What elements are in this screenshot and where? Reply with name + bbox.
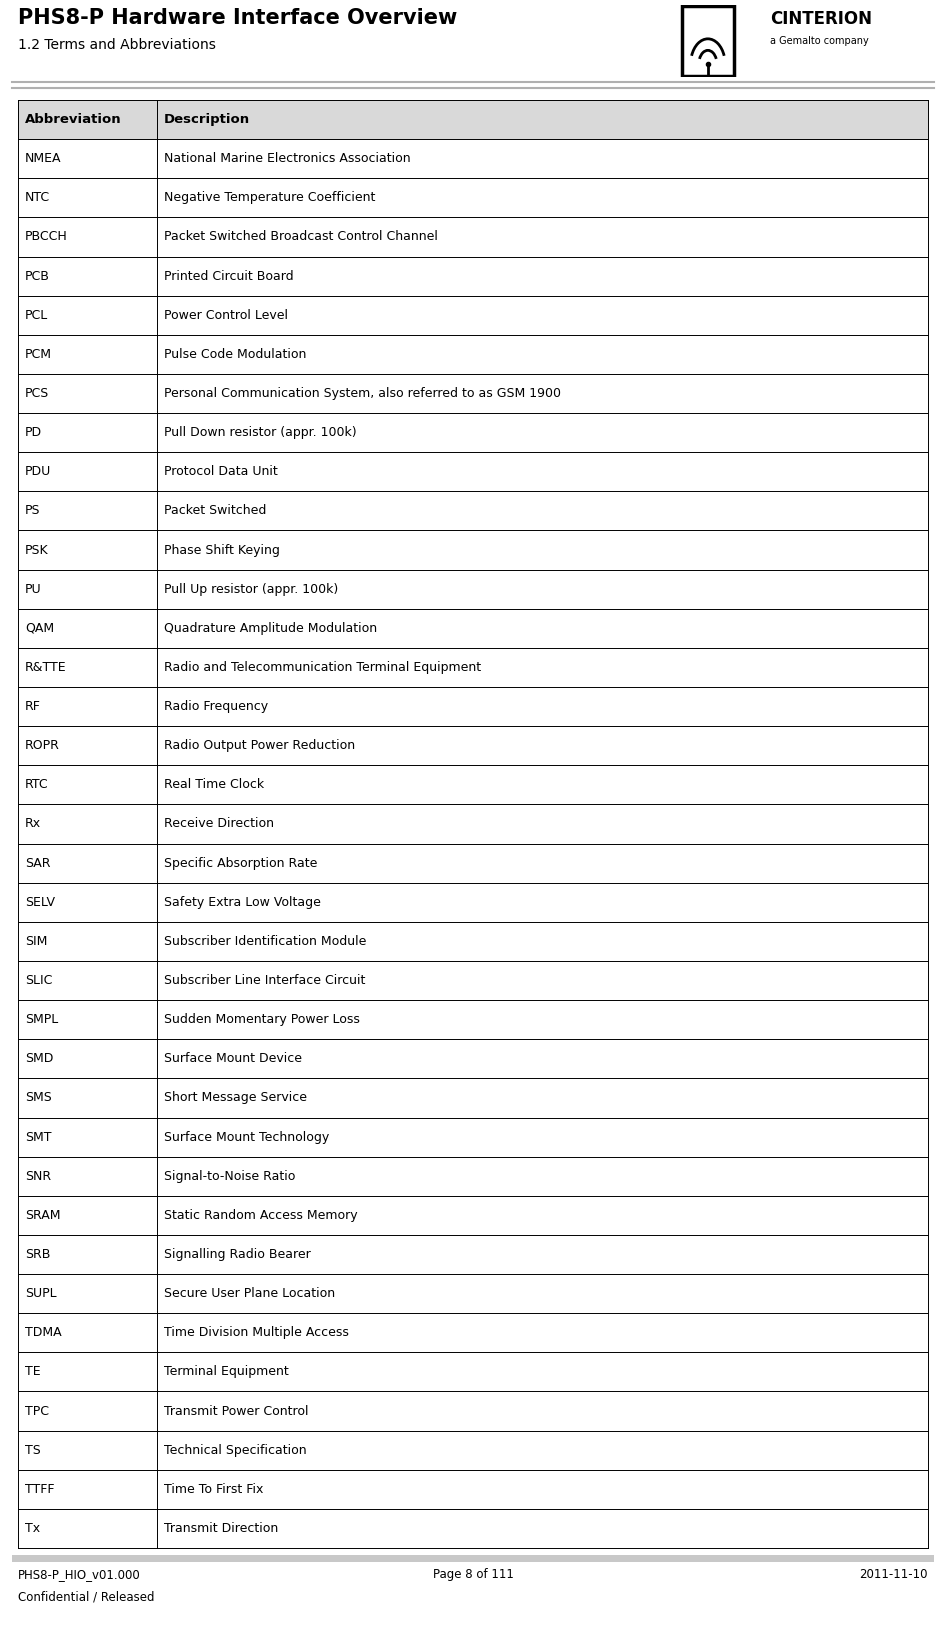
Text: Secure User Plane Location: Secure User Plane Location xyxy=(164,1288,335,1301)
Text: PU: PU xyxy=(25,582,42,596)
Text: SRAM: SRAM xyxy=(25,1209,61,1222)
Text: Time To First Fix: Time To First Fix xyxy=(164,1482,263,1495)
Text: SAR: SAR xyxy=(25,857,50,870)
Text: Quadrature Amplitude Modulation: Quadrature Amplitude Modulation xyxy=(164,622,377,635)
Text: Printed Circuit Board: Printed Circuit Board xyxy=(164,270,293,283)
Text: Short Message Service: Short Message Service xyxy=(164,1091,307,1104)
Text: TE: TE xyxy=(25,1366,41,1379)
Text: Packet Switched: Packet Switched xyxy=(164,504,267,517)
Text: PCM: PCM xyxy=(25,348,52,362)
Text: Packet Switched Broadcast Control Channel: Packet Switched Broadcast Control Channe… xyxy=(164,231,438,244)
Text: Pull Down resistor (appr. 100k): Pull Down resistor (appr. 100k) xyxy=(164,425,357,438)
Text: Surface Mount Device: Surface Mount Device xyxy=(164,1052,302,1065)
Text: PCL: PCL xyxy=(25,309,48,322)
Text: SUPL: SUPL xyxy=(25,1288,57,1301)
Text: Real Time Clock: Real Time Clock xyxy=(164,779,264,792)
Text: PDU: PDU xyxy=(25,465,51,478)
Text: SIM: SIM xyxy=(25,934,47,947)
Text: National Marine Electronics Association: National Marine Electronics Association xyxy=(164,152,411,165)
Text: Technical Specification: Technical Specification xyxy=(164,1443,307,1456)
Text: Rx: Rx xyxy=(25,818,41,831)
Text: SRB: SRB xyxy=(25,1248,50,1261)
Text: QAM: QAM xyxy=(25,622,54,635)
Text: SELV: SELV xyxy=(25,897,55,908)
Text: a Gemalto company: a Gemalto company xyxy=(770,36,868,46)
Text: PCS: PCS xyxy=(25,388,49,401)
Text: CINTERION: CINTERION xyxy=(770,10,872,28)
Text: Transmit Power Control: Transmit Power Control xyxy=(164,1405,308,1417)
Text: TS: TS xyxy=(25,1443,41,1456)
Text: Static Random Access Memory: Static Random Access Memory xyxy=(164,1209,358,1222)
Text: PBCCH: PBCCH xyxy=(25,231,68,244)
Text: Time Division Multiple Access: Time Division Multiple Access xyxy=(164,1327,349,1340)
Text: NMEA: NMEA xyxy=(25,152,61,165)
Text: Radio Frequency: Radio Frequency xyxy=(164,700,268,713)
Text: Phase Shift Keying: Phase Shift Keying xyxy=(164,543,280,556)
Text: RF: RF xyxy=(25,700,41,713)
Text: RTC: RTC xyxy=(25,779,48,792)
Text: Specific Absorption Rate: Specific Absorption Rate xyxy=(164,857,317,870)
Text: Radio Output Power Reduction: Radio Output Power Reduction xyxy=(164,739,355,753)
Text: Safety Extra Low Voltage: Safety Extra Low Voltage xyxy=(164,897,321,908)
Text: Description: Description xyxy=(164,113,250,126)
Text: Abbreviation: Abbreviation xyxy=(25,113,122,126)
Text: SMT: SMT xyxy=(25,1130,51,1144)
Text: Tx: Tx xyxy=(25,1521,40,1535)
Text: SMPL: SMPL xyxy=(25,1013,59,1026)
Text: PCB: PCB xyxy=(25,270,50,283)
Text: Page 8 of 111: Page 8 of 111 xyxy=(432,1567,514,1580)
Text: Negative Temperature Coefficient: Negative Temperature Coefficient xyxy=(164,191,376,204)
Text: SMD: SMD xyxy=(25,1052,53,1065)
Text: Power Control Level: Power Control Level xyxy=(164,309,288,322)
Text: Signal-to-Noise Ratio: Signal-to-Noise Ratio xyxy=(164,1170,295,1183)
Text: SMS: SMS xyxy=(25,1091,52,1104)
Text: 2011-11-10: 2011-11-10 xyxy=(860,1567,928,1580)
Text: TTFF: TTFF xyxy=(25,1482,55,1495)
Text: TPC: TPC xyxy=(25,1405,49,1417)
Text: Sudden Momentary Power Loss: Sudden Momentary Power Loss xyxy=(164,1013,359,1026)
Text: Surface Mount Technology: Surface Mount Technology xyxy=(164,1130,329,1144)
Text: Subscriber Line Interface Circuit: Subscriber Line Interface Circuit xyxy=(164,973,365,987)
Text: Transmit Direction: Transmit Direction xyxy=(164,1521,278,1535)
Text: Subscriber Identification Module: Subscriber Identification Module xyxy=(164,934,366,947)
Text: R&TTE: R&TTE xyxy=(25,661,66,674)
Bar xyxy=(682,7,734,75)
Text: TDMA: TDMA xyxy=(25,1327,61,1340)
Text: NTC: NTC xyxy=(25,191,50,204)
Text: SNR: SNR xyxy=(25,1170,51,1183)
Text: Protocol Data Unit: Protocol Data Unit xyxy=(164,465,278,478)
Text: PS: PS xyxy=(25,504,41,517)
Text: ROPR: ROPR xyxy=(25,739,60,753)
Text: Personal Communication System, also referred to as GSM 1900: Personal Communication System, also refe… xyxy=(164,388,561,401)
Text: Confidential / Released: Confidential / Released xyxy=(18,1590,154,1603)
Text: PSK: PSK xyxy=(25,543,48,556)
Text: PD: PD xyxy=(25,425,43,438)
Text: Pull Up resistor (appr. 100k): Pull Up resistor (appr. 100k) xyxy=(164,582,339,596)
Text: SLIC: SLIC xyxy=(25,973,52,987)
Text: Receive Direction: Receive Direction xyxy=(164,818,274,831)
Text: Terminal Equipment: Terminal Equipment xyxy=(164,1366,289,1379)
Text: Pulse Code Modulation: Pulse Code Modulation xyxy=(164,348,307,362)
Text: Signalling Radio Bearer: Signalling Radio Bearer xyxy=(164,1248,310,1261)
Text: PHS8-P Hardware Interface Overview: PHS8-P Hardware Interface Overview xyxy=(18,8,457,28)
Text: Radio and Telecommunication Terminal Equipment: Radio and Telecommunication Terminal Equ… xyxy=(164,661,482,674)
Text: PHS8-P_HIO_v01.000: PHS8-P_HIO_v01.000 xyxy=(18,1567,141,1580)
Text: 1.2 Terms and Abbreviations: 1.2 Terms and Abbreviations xyxy=(18,38,216,52)
